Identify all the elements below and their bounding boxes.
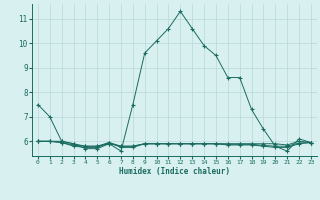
X-axis label: Humidex (Indice chaleur): Humidex (Indice chaleur): [119, 167, 230, 176]
